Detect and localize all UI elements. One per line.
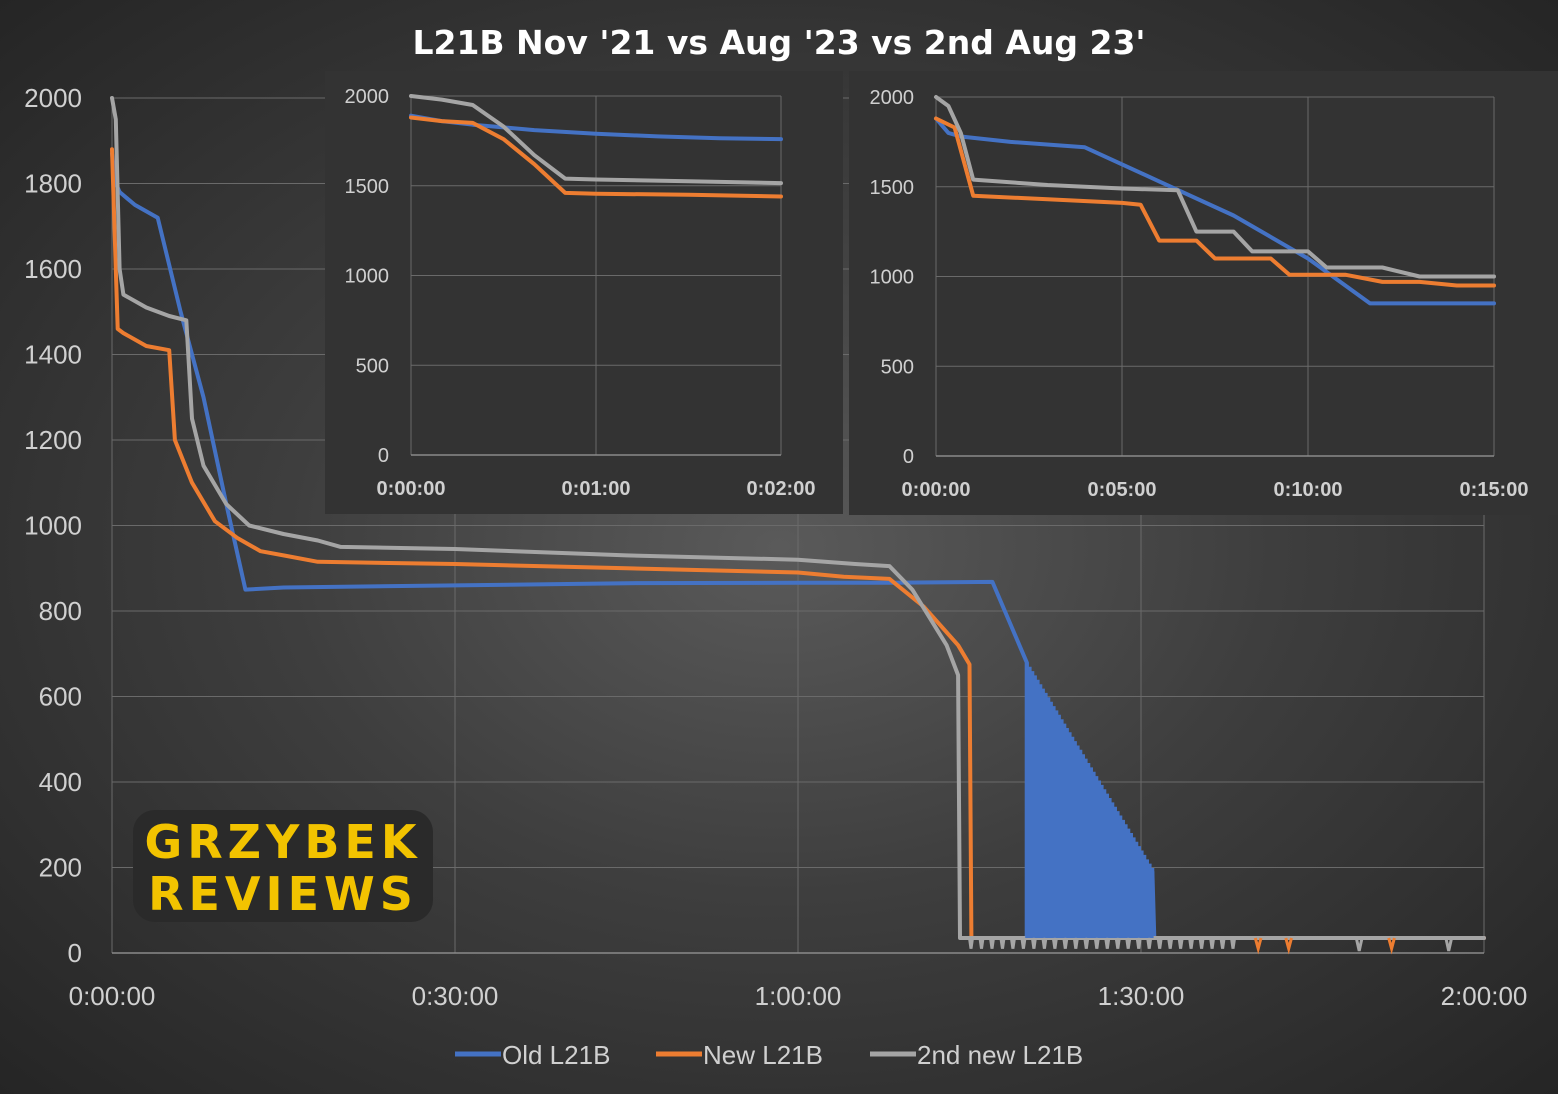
inset-15min-y-tick-label: 0 xyxy=(903,446,914,468)
inset-2min-y-tick-label: 0 xyxy=(378,445,389,467)
main-y-tick-label: 1400 xyxy=(24,340,82,370)
inset-15min-background xyxy=(849,71,1558,515)
chart-title: L21B Nov '21 vs Aug '23 vs 2nd Aug 23' xyxy=(412,23,1145,62)
main-y-tick-label: 800 xyxy=(39,596,82,626)
inset-chart-2min: 0 500 1000 1500 2000 0:00:00 0:01:00 0:02:00 xyxy=(325,71,843,514)
main-x-tick-label: 0:00:00 xyxy=(69,981,156,1011)
inset-2min-y-tick-label: 2000 xyxy=(345,86,390,108)
inset-15min-y-tick-label: 2000 xyxy=(870,87,915,109)
main-x-tick-label: 2:00:00 xyxy=(1441,981,1528,1011)
inset-15min-x-tick-label: 0:05:00 xyxy=(1088,479,1157,501)
inset-2min-y-tick-label: 1000 xyxy=(345,266,390,288)
inset-2min-y-tick-label: 500 xyxy=(356,355,389,377)
main-y-tick-label: 1600 xyxy=(24,254,82,284)
main-series-old-l21b-oscillation xyxy=(1025,662,1155,939)
inset-2min-y-tick-label: 1500 xyxy=(345,176,390,198)
inset-15min-x-tick-label: 0:15:00 xyxy=(1460,479,1529,501)
main-series-2nd-new-l21b-floor-notches xyxy=(968,937,1454,952)
inset-2min-series-2nd-new-l21b xyxy=(409,94,783,186)
main-x-tick-label: 1:30:00 xyxy=(1098,981,1185,1011)
main-x-tick-label: 0:30:00 xyxy=(412,981,499,1011)
main-series-new-l21b-floor-notches xyxy=(1253,937,1396,955)
main-y-tick-label: 0 xyxy=(68,938,82,968)
legend-label-old-l21b: Old L21B xyxy=(502,1040,610,1070)
main-y-tick-label: 200 xyxy=(39,853,82,883)
main-y-tick-label: 1200 xyxy=(24,425,82,455)
inset-15min-y-tick-label: 500 xyxy=(881,356,914,378)
inset-15min-series-new-l21b xyxy=(934,116,1496,288)
chart-legend: Old L21B New L21B 2nd new L21B xyxy=(455,1040,1083,1070)
inset-15min-series-2nd-new-l21b xyxy=(934,95,1496,279)
main-y-tick-label: 1800 xyxy=(24,169,82,199)
main-y-tick-label: 400 xyxy=(39,767,82,797)
main-series-2nd-new-l21b xyxy=(110,96,1486,940)
inset-15min-x-tick-label: 0:00:00 xyxy=(902,479,971,501)
inset-2min-x-tick-label: 0:02:00 xyxy=(747,478,816,500)
legend-label-new-l21b: New L21B xyxy=(703,1040,823,1070)
inset-2min-x-tick-label: 0:00:00 xyxy=(377,478,446,500)
inset-15min-x-tick-label: 0:10:00 xyxy=(1274,479,1343,501)
logo-line-2: REVIEWS xyxy=(148,867,418,921)
grzybek-reviews-logo: GRZYBEK REVIEWS xyxy=(133,810,433,922)
inset-2min-series-new-l21b xyxy=(409,115,783,199)
inset-15min-y-tick-label: 1500 xyxy=(870,177,915,199)
main-y-tick-label: 1000 xyxy=(24,511,82,541)
legend-label-2nd-new-l21b: 2nd new L21B xyxy=(917,1040,1083,1070)
inset-chart-15min: 0 500 1000 1500 2000 0:00:00 0:05:00 0:10:00 0:1… xyxy=(849,71,1558,515)
inset-15min-y-tick-label: 1000 xyxy=(870,267,915,289)
main-y-tick-label: 2000 xyxy=(24,83,82,113)
main-x-tick-label: 1:00:00 xyxy=(755,981,842,1011)
inset-2min-x-tick-label: 0:01:00 xyxy=(562,478,631,500)
main-y-tick-label: 600 xyxy=(39,682,82,712)
logo-line-1: GRZYBEK xyxy=(145,815,422,869)
